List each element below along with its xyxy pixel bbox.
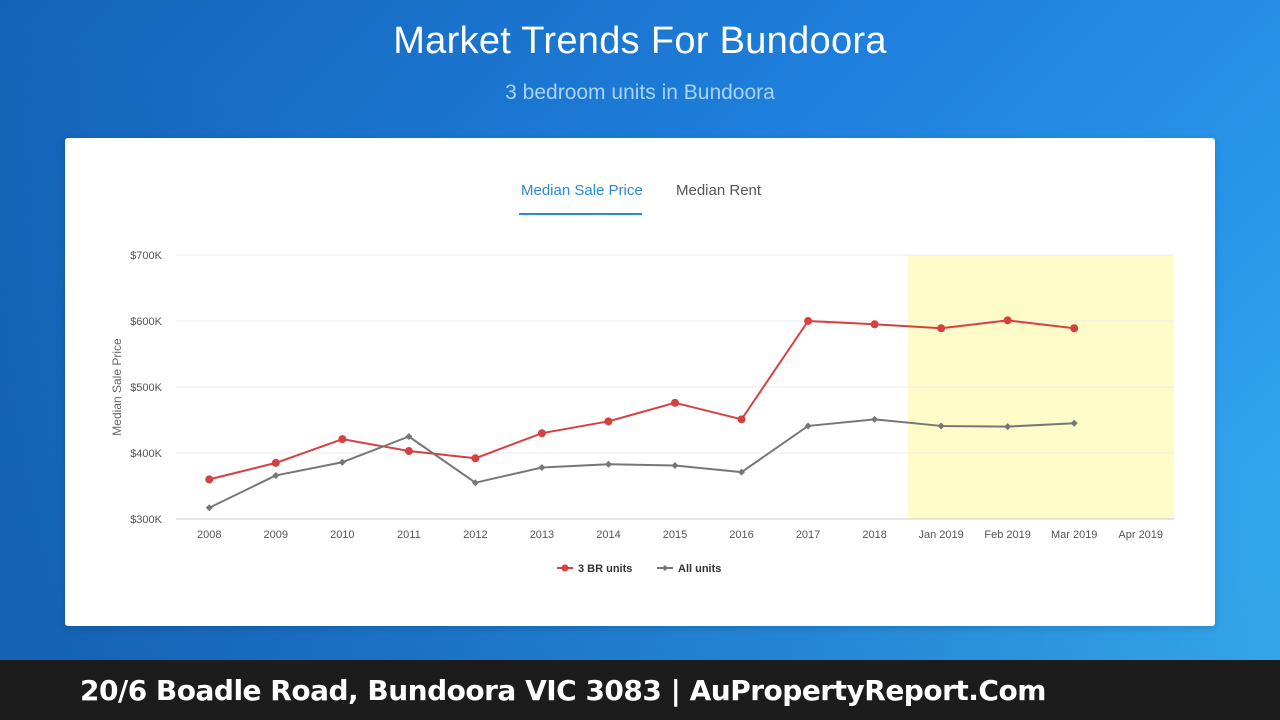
data-point-3br bbox=[870, 320, 879, 329]
x-tick-label: 2011 bbox=[397, 529, 421, 541]
legend-all-units: All units bbox=[678, 563, 721, 575]
series-line-3br-units bbox=[209, 319, 1075, 481]
data-point-all-units bbox=[937, 422, 945, 430]
data-point-3br bbox=[604, 417, 613, 426]
y-tick-label: $500K bbox=[130, 382, 162, 394]
footer-bar: 20/6 Boadle Road, Bundoora VIC 3083 | Au… bbox=[0, 660, 1280, 720]
data-point-all-units bbox=[671, 462, 679, 470]
x-tick-label: Feb 2019 bbox=[984, 529, 1030, 541]
data-point-all-units bbox=[1004, 423, 1012, 431]
data-point-all-units bbox=[538, 464, 546, 472]
data-point-3br bbox=[205, 475, 214, 484]
x-tick-label: 2014 bbox=[596, 529, 620, 541]
data-point-3br bbox=[338, 435, 347, 444]
line-chart: $300K $400K $500K $600K $700K Median Sale Pri… bbox=[110, 250, 1174, 575]
x-tick-label: 2018 bbox=[862, 529, 886, 541]
tab-median-sale-price[interactable]: Median Sale Price bbox=[521, 182, 643, 199]
active-tab-underline bbox=[519, 213, 642, 215]
data-point-all-units bbox=[205, 504, 213, 512]
x-tick-label: 2016 bbox=[729, 529, 753, 541]
y-tick-label: $700K bbox=[130, 250, 162, 262]
x-tick-label: Mar 2019 bbox=[1051, 529, 1097, 541]
footer-address: 20/6 Boadle Road, Bundoora VIC 3083 | Au… bbox=[80, 674, 1046, 707]
page-subtitle: 3 bedroom units in Bundoora bbox=[505, 81, 775, 104]
x-tick-label: Jan 2019 bbox=[919, 529, 964, 541]
y-tick-label: $400K bbox=[130, 448, 162, 460]
data-point-3br bbox=[271, 458, 280, 467]
x-tick-label: 2009 bbox=[264, 529, 288, 541]
legend-marker bbox=[662, 565, 668, 571]
data-point-3br bbox=[804, 317, 813, 325]
data-point-3br bbox=[471, 454, 480, 463]
page-title: Market Trends For Bundoora bbox=[393, 20, 887, 62]
y-tick-label: $600K bbox=[130, 316, 162, 328]
x-tick-label: Apr 2019 bbox=[1118, 529, 1163, 541]
data-point-3br bbox=[737, 415, 746, 424]
data-point-all-units bbox=[272, 471, 280, 479]
x-tick-label: 2010 bbox=[330, 529, 354, 541]
data-point-3br bbox=[404, 447, 413, 456]
data-point-all-units bbox=[405, 433, 413, 440]
data-point-3br bbox=[937, 324, 946, 333]
legend-3br-units: 3 BR units bbox=[578, 563, 632, 575]
data-point-all-units bbox=[338, 458, 346, 466]
x-tick-label: 2008 bbox=[197, 529, 221, 541]
x-tick-label: 2012 bbox=[463, 529, 487, 541]
data-point-all-units bbox=[738, 468, 746, 476]
x-tick-label: 2015 bbox=[663, 529, 687, 541]
tab-median-rent[interactable]: Median Rent bbox=[676, 182, 762, 199]
y-tick-label: $300K bbox=[130, 514, 162, 526]
y-axis-title: Median Sale Price bbox=[110, 338, 124, 436]
data-point-3br bbox=[1070, 324, 1079, 333]
x-tick-label: 2017 bbox=[796, 529, 820, 541]
data-point-all-units bbox=[1070, 419, 1078, 427]
data-point-all-units bbox=[604, 460, 612, 468]
data-point-all-units bbox=[871, 415, 879, 423]
data-point-all-units bbox=[804, 422, 812, 430]
data-point-3br bbox=[671, 398, 679, 407]
series-line-all-units bbox=[208, 418, 1075, 509]
data-point-3br bbox=[1003, 316, 1012, 325]
x-tick-label: 2013 bbox=[530, 529, 554, 541]
data-point-all-units bbox=[471, 479, 479, 487]
legend-marker bbox=[561, 564, 569, 572]
data-point-3br bbox=[537, 429, 546, 438]
chart-card: Median Sale Price Median Rent $300K $400K… bbox=[65, 138, 1215, 626]
